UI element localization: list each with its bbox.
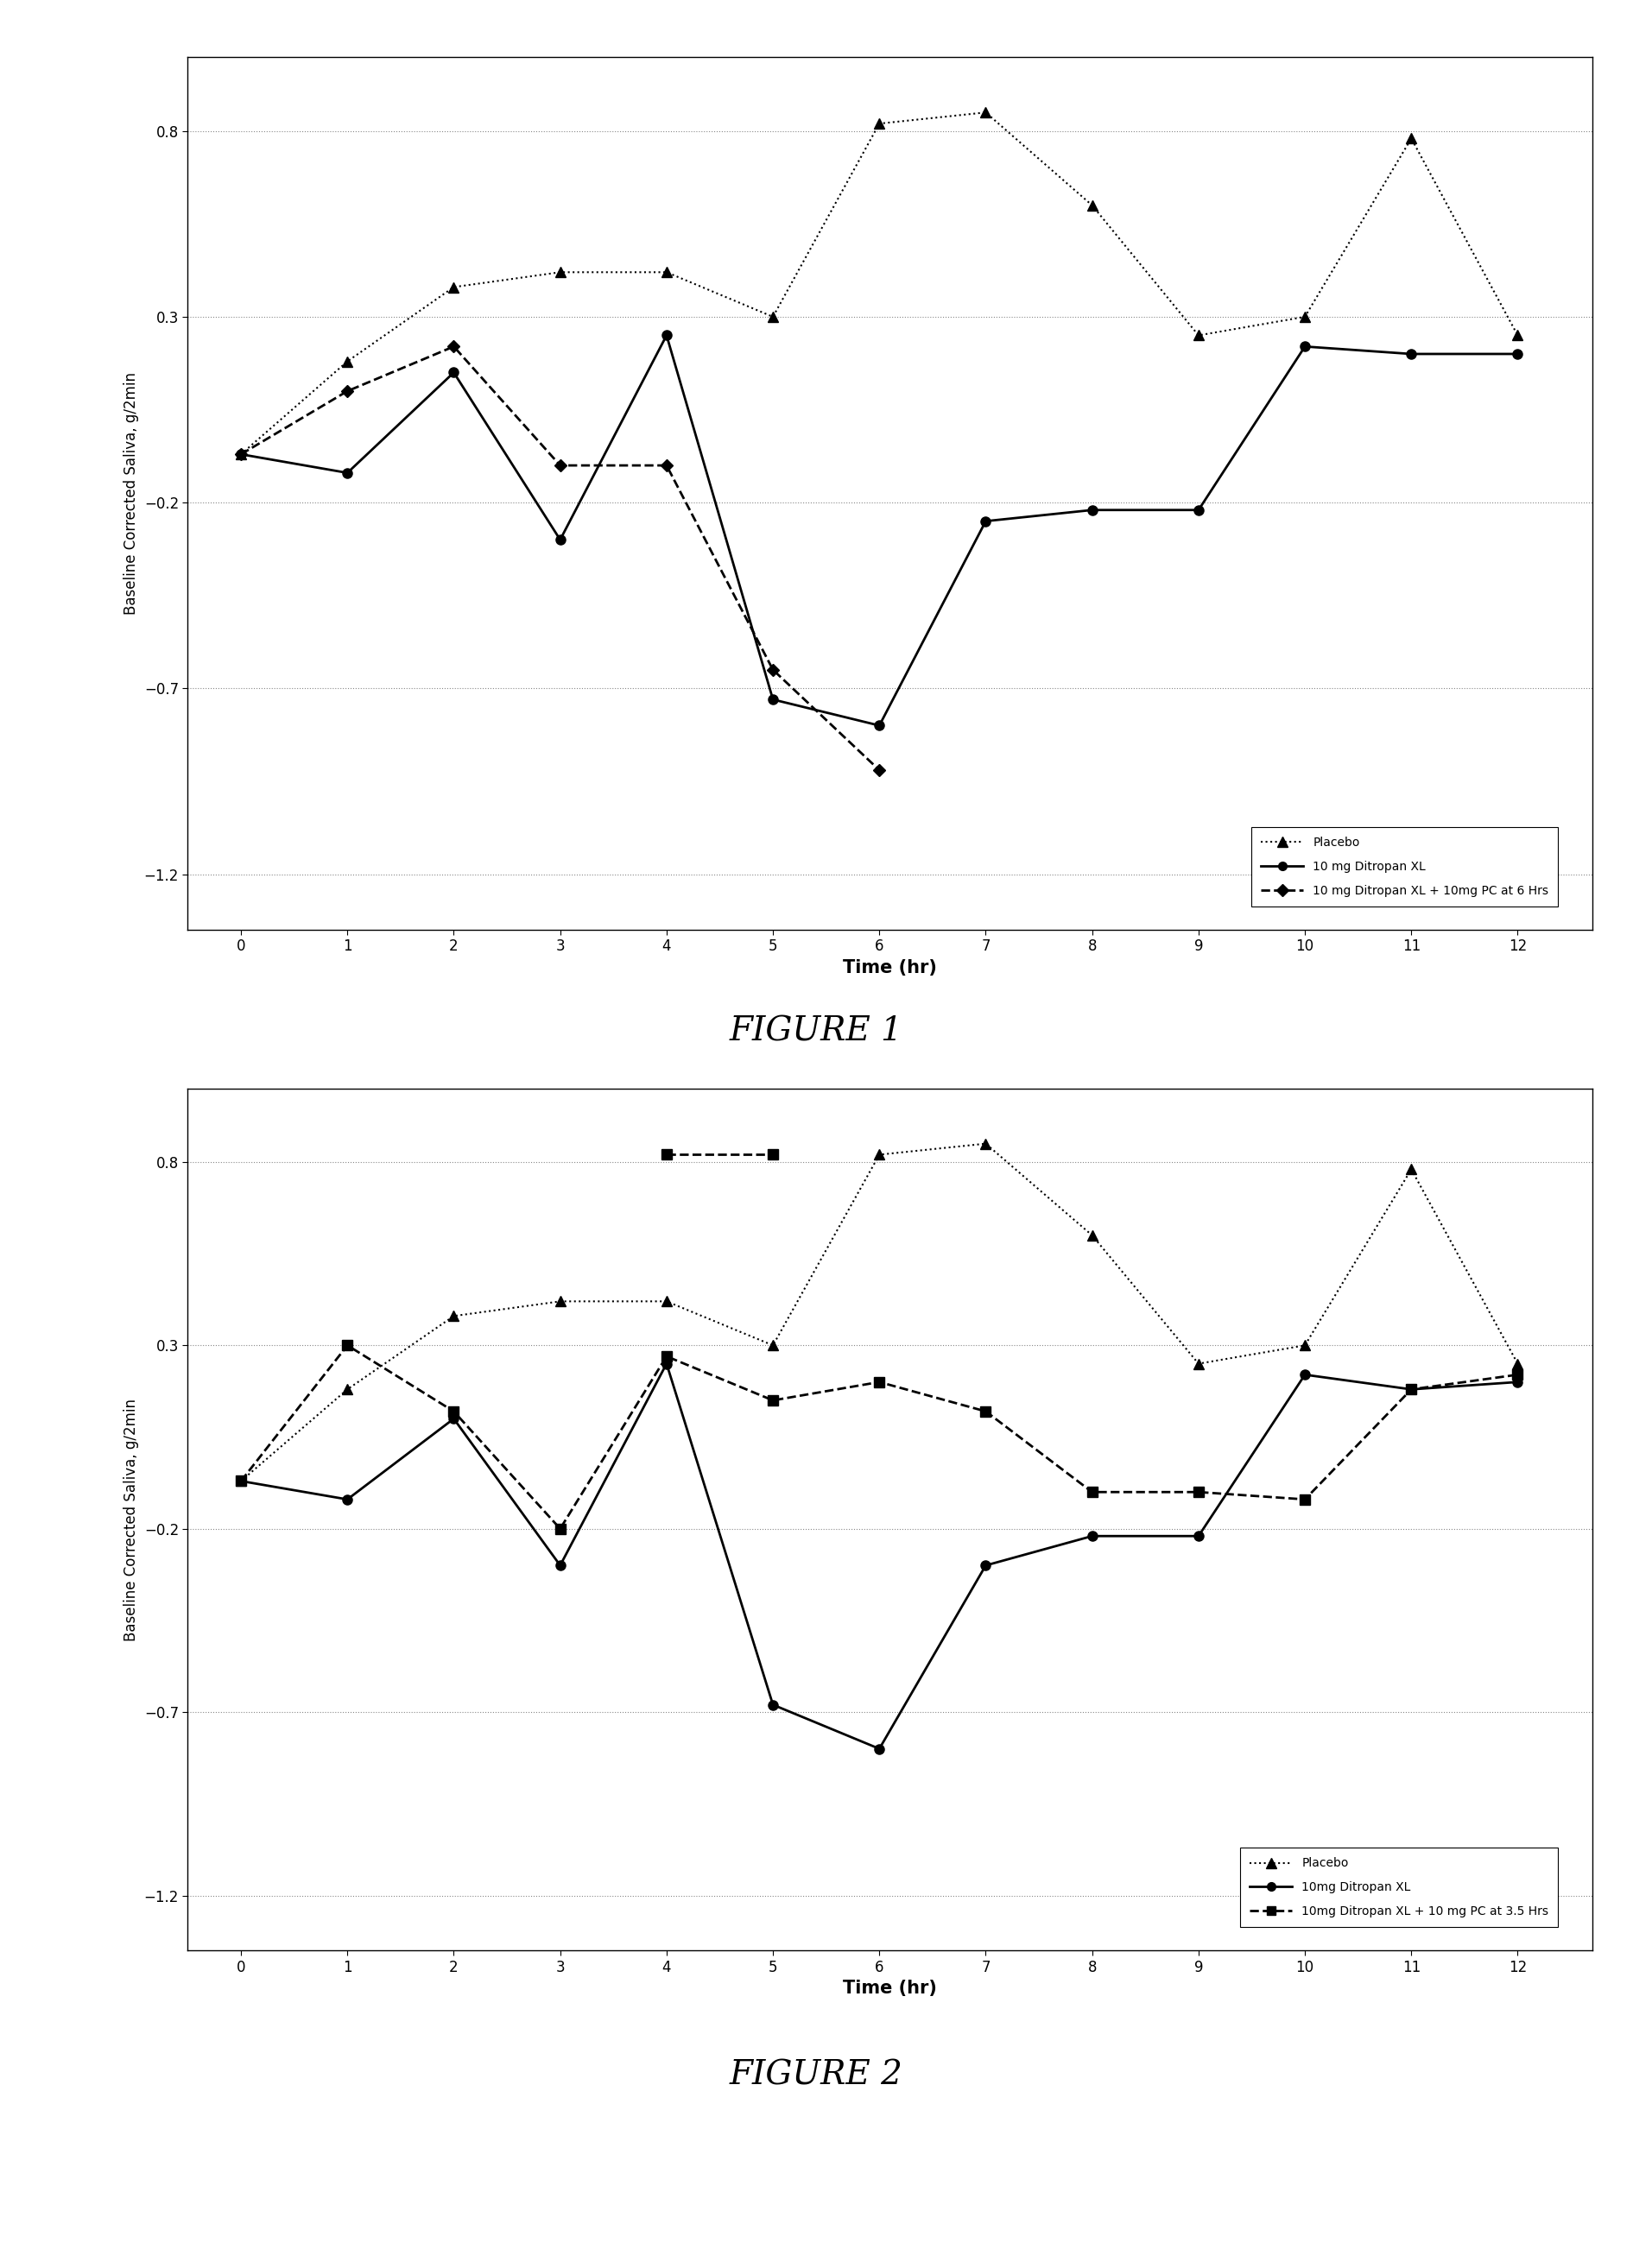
Legend: Placebo, 10 mg Ditropan XL, 10 mg Ditropan XL + 10mg PC at 6 Hrs: Placebo, 10 mg Ditropan XL, 10 mg Ditrop… <box>1251 828 1558 907</box>
Legend: Placebo, 10mg Ditropan XL, 10mg Ditropan XL + 10 mg PC at 3.5 Hrs: Placebo, 10mg Ditropan XL, 10mg Ditropan… <box>1241 1848 1558 1928</box>
Text: FIGURE 2: FIGURE 2 <box>730 2059 903 2091</box>
Y-axis label: Baseline Corrected Saliva, g/2min: Baseline Corrected Saliva, g/2min <box>124 1399 139 1640</box>
Y-axis label: Baseline Corrected Saliva, g/2min: Baseline Corrected Saliva, g/2min <box>124 372 139 615</box>
X-axis label: Time (hr): Time (hr) <box>843 1980 937 1998</box>
X-axis label: Time (hr): Time (hr) <box>843 959 937 978</box>
Text: FIGURE 1: FIGURE 1 <box>730 1016 903 1048</box>
